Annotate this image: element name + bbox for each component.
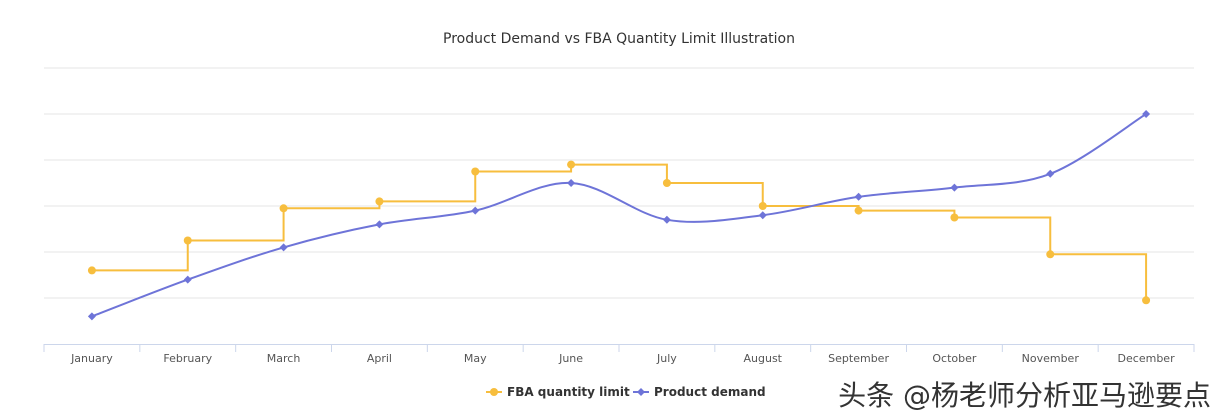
product-demand-point[interactable] <box>1142 110 1151 118</box>
product-demand-point[interactable] <box>854 192 863 201</box>
fba-limit-point[interactable] <box>183 236 192 245</box>
product-demand-point[interactable] <box>183 275 192 284</box>
product-demand-point[interactable] <box>471 206 480 215</box>
fba-limit-point[interactable] <box>375 197 384 206</box>
x-tick-label: October <box>932 352 976 365</box>
legend-diamond-icon <box>637 388 645 396</box>
series-group <box>87 110 1151 321</box>
fba-limit-point[interactable] <box>567 160 576 169</box>
x-tick-label: May <box>464 352 487 365</box>
x-tick-label: July <box>656 352 677 365</box>
fba-limit-point[interactable] <box>1046 250 1055 259</box>
x-tick-label: November <box>1022 352 1080 365</box>
fba-limit-point[interactable] <box>758 202 767 210</box>
product-demand-point[interactable] <box>279 243 288 252</box>
legend-label: FBA quantity limit <box>507 385 630 399</box>
legend[interactable]: FBA quantity limit Product demand <box>486 385 766 399</box>
legend-item-fba-limit[interactable]: FBA quantity limit <box>486 385 630 399</box>
fba-limit-point[interactable] <box>1142 296 1151 305</box>
x-tick-label: August <box>744 352 783 365</box>
fba-limit-point[interactable] <box>279 204 288 213</box>
legend-circle-icon <box>490 388 498 396</box>
fba-limit-point[interactable] <box>471 167 480 176</box>
fba-limit-point[interactable] <box>87 266 96 275</box>
fba-limit-point[interactable] <box>950 213 959 222</box>
product-demand-point[interactable] <box>950 183 959 192</box>
x-tick-label: February <box>163 352 212 365</box>
x-tick-label: September <box>828 352 889 365</box>
product-demand-point[interactable] <box>375 220 384 229</box>
fba-limit-point[interactable] <box>662 179 671 187</box>
x-axis: January February March April May June July Augu… <box>43 344 1195 365</box>
x-tick-label: June <box>558 352 583 365</box>
watermark: 头条 @杨老师分析亚马逊要点 <box>838 379 1211 412</box>
x-tick-label: April <box>367 352 392 365</box>
product-demand-point[interactable] <box>662 215 671 224</box>
fba-quantity-limit-line <box>91 163 1148 301</box>
legend-label: Product demand <box>654 385 766 399</box>
x-tick-label: December <box>1118 352 1176 365</box>
product-demand-line <box>91 113 1147 318</box>
product-demand-point[interactable] <box>87 312 96 321</box>
product-demand-point[interactable] <box>1046 169 1055 178</box>
chart-title: Product Demand vs FBA Quantity Limit Ill… <box>443 31 795 47</box>
product-demand-point[interactable] <box>567 179 576 187</box>
product-demand-point[interactable] <box>758 211 767 220</box>
grid-lines <box>44 67 1194 299</box>
legend-item-product-demand[interactable]: Product demand <box>633 385 766 399</box>
fba-limit-point[interactable] <box>854 206 863 215</box>
x-tick-label: January <box>70 352 113 365</box>
x-tick-label: March <box>267 352 301 365</box>
